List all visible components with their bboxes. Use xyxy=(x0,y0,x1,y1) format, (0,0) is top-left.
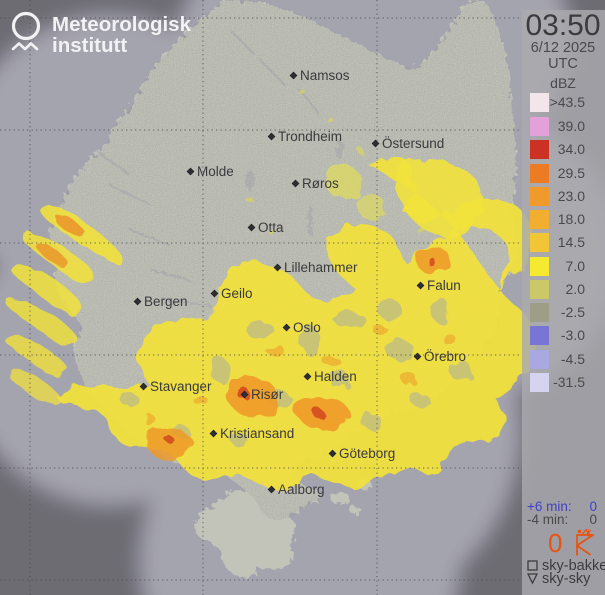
svg-text:2.0: 2.0 xyxy=(566,281,586,297)
svg-text:23.0: 23.0 xyxy=(558,188,585,204)
svg-text:-4.5: -4.5 xyxy=(561,351,585,367)
svg-text:UTC: UTC xyxy=(548,56,578,72)
svg-text:-2.5: -2.5 xyxy=(561,304,585,320)
svg-text:39.0: 39.0 xyxy=(558,118,585,134)
svg-text:0: 0 xyxy=(548,528,562,558)
svg-text:>43.5: >43.5 xyxy=(550,94,586,110)
svg-text:7.0: 7.0 xyxy=(566,258,586,274)
svg-text:6/12 2025: 6/12 2025 xyxy=(531,40,596,56)
svg-text:34.0: 34.0 xyxy=(558,141,585,157)
svg-text:29.5: 29.5 xyxy=(558,165,585,181)
svg-text:sky-sky: sky-sky xyxy=(542,571,591,587)
svg-text:-31.5: -31.5 xyxy=(553,374,585,390)
svg-text:03:50: 03:50 xyxy=(525,9,600,42)
svg-text:0: 0 xyxy=(589,512,597,527)
svg-text:14.5: 14.5 xyxy=(558,234,585,250)
svg-text:-3.0: -3.0 xyxy=(561,327,585,343)
svg-text:dBZ: dBZ xyxy=(550,75,576,91)
svg-text:18.0: 18.0 xyxy=(558,211,585,227)
svg-text:-4 min:: -4 min: xyxy=(527,512,568,527)
